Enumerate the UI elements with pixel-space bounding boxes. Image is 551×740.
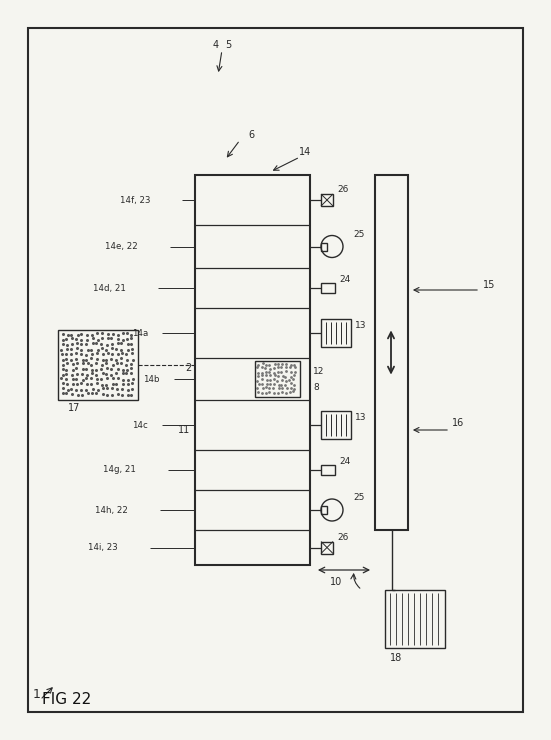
Bar (255, 361, 300, 397)
Text: 14a: 14a (132, 329, 148, 337)
Text: 14c: 14c (132, 420, 148, 429)
Text: 10: 10 (330, 577, 342, 587)
Bar (195, 175, 310, 565)
Text: 24: 24 (339, 457, 350, 466)
Text: 14e, 22: 14e, 22 (105, 242, 138, 251)
Text: 14b: 14b (143, 374, 160, 383)
Text: 5: 5 (225, 40, 231, 50)
Text: 14g, 21: 14g, 21 (103, 465, 136, 474)
Text: 15: 15 (483, 280, 495, 290)
Text: 11: 11 (178, 425, 190, 435)
Bar (321, 506, 327, 514)
Text: 6: 6 (248, 130, 254, 140)
Text: 4: 4 (213, 40, 219, 50)
Bar (321, 542, 333, 554)
Bar (375, 175, 408, 530)
Bar (385, 590, 445, 648)
Bar (321, 283, 335, 293)
Bar (321, 243, 327, 251)
Bar (321, 465, 335, 475)
Text: 26: 26 (337, 533, 348, 542)
Text: 14i, 23: 14i, 23 (88, 543, 118, 552)
Text: 16: 16 (452, 418, 464, 428)
Text: 17: 17 (68, 403, 80, 413)
Text: 13: 13 (355, 320, 366, 329)
Text: 2: 2 (185, 363, 191, 373)
Text: 8: 8 (313, 383, 318, 391)
Bar (321, 194, 333, 206)
Text: FIG 22: FIG 22 (42, 693, 91, 707)
Text: 14: 14 (299, 147, 311, 157)
Bar (28, 28, 523, 712)
Bar (58, 330, 138, 400)
Text: 18: 18 (390, 653, 402, 663)
Bar (321, 319, 351, 347)
Text: 14f, 23: 14f, 23 (120, 195, 150, 204)
Bar (321, 411, 351, 439)
Text: 14d, 21: 14d, 21 (93, 283, 126, 292)
Text: 12: 12 (313, 366, 325, 375)
Text: 26: 26 (337, 186, 348, 195)
Text: 24: 24 (339, 275, 350, 284)
Text: 25: 25 (353, 494, 364, 502)
Text: 13: 13 (355, 412, 366, 422)
Text: 14h, 22: 14h, 22 (95, 505, 128, 514)
Text: 1: 1 (33, 688, 41, 702)
Text: 25: 25 (353, 230, 364, 239)
